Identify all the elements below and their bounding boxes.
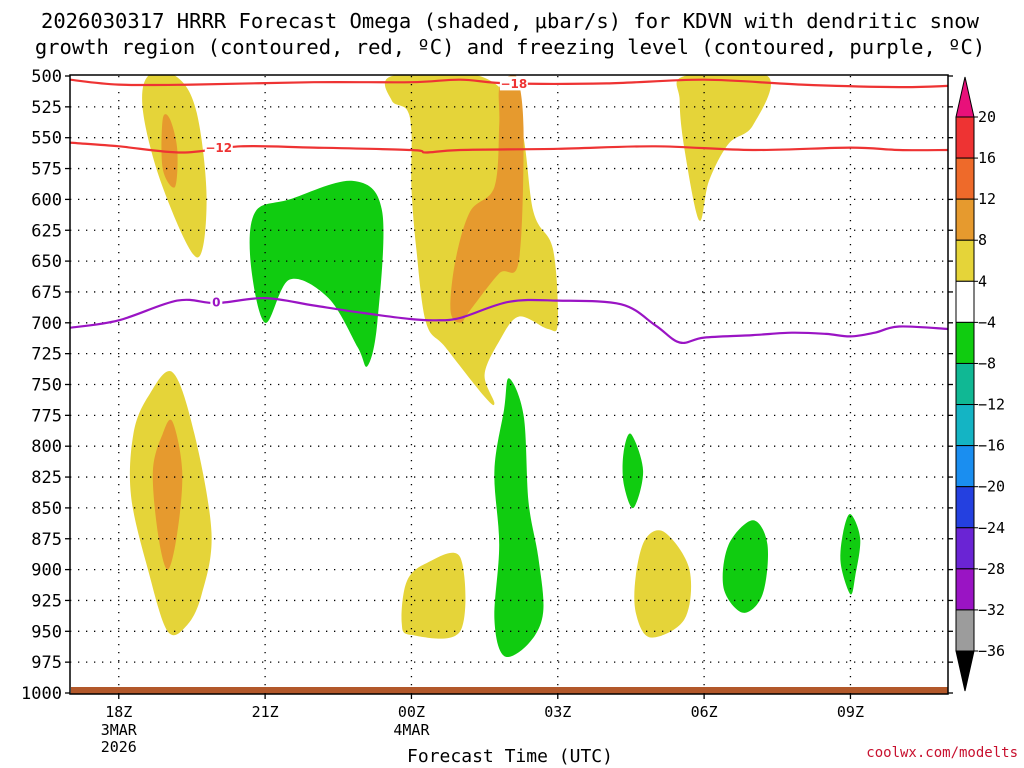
colorbar-label-10: −20 xyxy=(978,478,1005,496)
xtick-sublabel-2026: 2026 xyxy=(101,738,137,756)
colorbar-label-2: 16 xyxy=(978,149,996,167)
omega-region-rising-7 xyxy=(152,419,183,570)
omega-region-rising-5 xyxy=(676,75,771,221)
xtick-label-03Z: 03Z xyxy=(544,703,571,721)
xtick-label-06Z: 06Z xyxy=(691,703,718,721)
colorbar-over-triangle xyxy=(955,76,975,118)
ytick-label-550: 550 xyxy=(31,129,62,149)
contour-label-zero-bg xyxy=(210,294,223,309)
contour-label-minus12: −12 xyxy=(204,140,233,155)
colorbar-label-12: −28 xyxy=(978,560,1005,578)
contour-label-zero-text: 0 xyxy=(212,295,220,309)
colorbar-bin-7 xyxy=(955,362,975,406)
ytick-label-500: 500 xyxy=(31,67,62,87)
ytick-label-1000: 1000 xyxy=(21,684,62,704)
contour-label-minus12-text: −12 xyxy=(205,141,232,155)
colorbar-label-9: −16 xyxy=(978,437,1005,455)
colorbar-under-triangle xyxy=(955,650,975,692)
colorbar-label-11: −24 xyxy=(978,519,1005,537)
chart-title-line-1: 2026030317 HRRR Forecast Omega (shaded, … xyxy=(41,9,980,33)
xtick-label-18Z: 18Z xyxy=(105,703,132,721)
colorbar-bin-6 xyxy=(955,321,975,364)
colorbar-label-14: −36 xyxy=(978,642,1005,660)
freezing-level-contour xyxy=(70,296,948,345)
ytick-label-700: 700 xyxy=(31,314,62,334)
contour-label-minus18-bg xyxy=(499,76,528,91)
omega-colorbar: 20 16 12 8 4 −4 −8 −12 −16 −20 −24 −28 −32 −36 xyxy=(955,76,1005,692)
ytick-label-575: 575 xyxy=(31,160,62,180)
colorbar-label-1: 20 xyxy=(978,108,996,126)
ytick-label-625: 625 xyxy=(31,221,62,241)
surface-terrain-band xyxy=(71,687,948,694)
ytick-label-650: 650 xyxy=(31,252,62,272)
contour-lines-layer: −18 −12 0 xyxy=(70,76,948,345)
ytick-label-675: 675 xyxy=(31,283,62,303)
ytick-label-975: 975 xyxy=(31,653,62,673)
chart-title-line-2: growth region (contoured, red, ºC) and f… xyxy=(35,35,985,59)
contour-label-minus18-text: −18 xyxy=(500,77,527,91)
xtick-label-21Z: 21Z xyxy=(252,703,279,721)
omega-region-sinking-13 xyxy=(722,520,769,613)
colorbar-label-5: 4 xyxy=(978,272,987,290)
omega-region-sinking-14 xyxy=(840,514,861,595)
omega-region-sinking-10 xyxy=(249,180,384,367)
ytick-label-950: 950 xyxy=(31,622,62,642)
omega-region-sinking-11 xyxy=(494,378,544,658)
colorbar-bin-13 xyxy=(955,609,975,652)
credit-text: coolwx.com/modelts xyxy=(866,745,1018,761)
omega-region-rising-8 xyxy=(401,552,466,639)
ytick-label-850: 850 xyxy=(31,499,62,519)
contour-label-zero: 0 xyxy=(210,294,223,309)
colorbar-label-13: −32 xyxy=(978,601,1005,619)
colorbar-label-4: 8 xyxy=(978,231,987,249)
colorbar-bin-11 xyxy=(955,527,975,570)
colorbar-bin-8 xyxy=(955,404,975,447)
ytick-label-525: 525 xyxy=(31,98,62,118)
colorbar-bin-1 xyxy=(955,116,975,159)
contour-label-minus12-bg xyxy=(204,140,233,155)
colorbar-bin-3 xyxy=(955,198,975,241)
colorbar-bin-12 xyxy=(955,568,975,611)
ytick-label-825: 825 xyxy=(31,468,62,488)
colorbar-label-8: −12 xyxy=(978,396,1005,414)
ytick-label-925: 925 xyxy=(31,591,62,611)
x-axis-title: Forecast Time (UTC) xyxy=(407,746,613,767)
xtick-sublabel-4mar: 4MAR xyxy=(393,721,430,739)
omega-region-rising-9 xyxy=(634,530,692,638)
contour-label-minus18: −18 xyxy=(499,76,528,91)
colorbar-bin-9 xyxy=(955,445,975,488)
ytick-label-750: 750 xyxy=(31,376,62,396)
xtick-label-00Z: 00Z xyxy=(398,703,425,721)
colorbar-bin-10 xyxy=(955,486,975,529)
ytick-label-725: 725 xyxy=(31,345,62,365)
pressure-axis: 500 525 550 575 600 625 650 675 700 725 750 775 800 8… xyxy=(21,67,953,704)
xtick-label-09Z: 09Z xyxy=(837,703,864,721)
ytick-label-900: 900 xyxy=(31,561,62,581)
dendritic-upper-contour-minus18 xyxy=(70,78,948,89)
ytick-label-775: 775 xyxy=(31,406,62,426)
colorbar-label-3: 12 xyxy=(978,190,996,208)
colorbar-bin-4 xyxy=(955,239,975,282)
colorbar-label-7: −8 xyxy=(978,354,996,372)
dendritic-lower-contour-minus12 xyxy=(70,141,948,154)
ytick-label-600: 600 xyxy=(31,190,62,210)
omega-region-sinking-12 xyxy=(622,433,644,509)
xtick-sublabel-3mar: 3MAR xyxy=(101,721,138,739)
colorbar-label-6: −4 xyxy=(978,313,996,331)
colorbar-bin-5 xyxy=(955,280,975,323)
ytick-label-875: 875 xyxy=(31,530,62,550)
colorbar-bin-2 xyxy=(955,157,975,200)
ytick-label-800: 800 xyxy=(31,437,62,457)
